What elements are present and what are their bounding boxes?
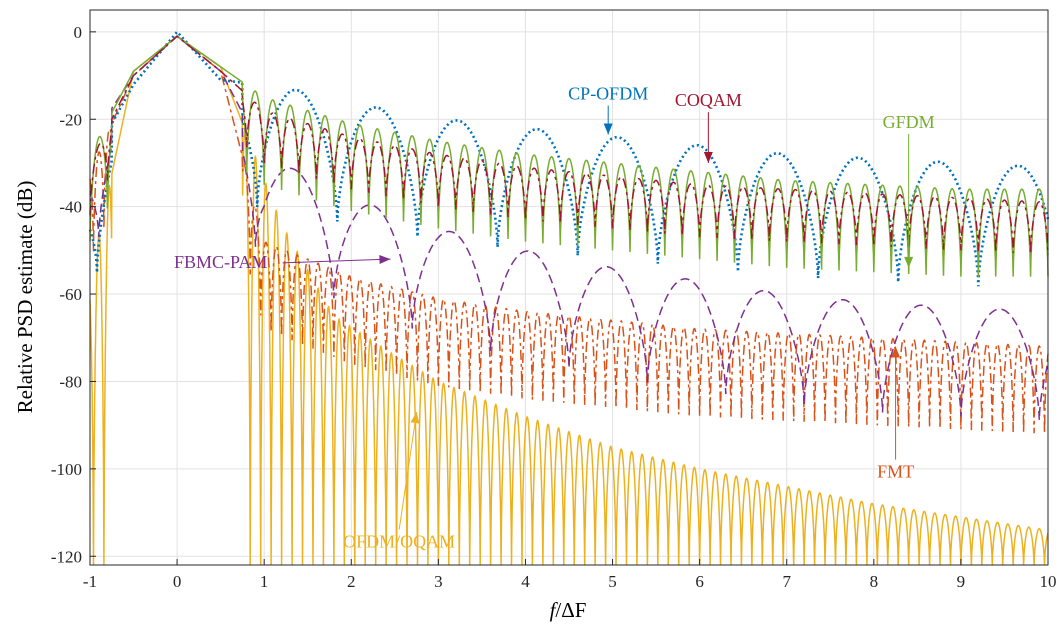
series-line-fmt [89,35,1049,434]
x-tick-label: 6 [695,572,704,591]
x-tick-label: 10 [1040,572,1057,591]
annotation-arrow-fbmc-pam [282,258,391,264]
series-line-ofdm-oqam [89,35,1049,566]
x-axis-label-rest: /ΔF [555,598,586,622]
x-tick-label: 1 [260,572,269,591]
series-line-gfdm [89,35,1049,277]
annotation-arrowhead-fmt [891,346,901,358]
annotation-coqam: COQAM [675,90,742,110]
annotation-arrowhead-fbmc-pam [379,254,391,264]
y-tick-label: 0 [74,23,83,42]
annotations: CP-OFDM COQAM GFDM FBMC-PAM FMT OFDM/OQAM [174,84,935,552]
y-axis-label: Relative PSD estimate (dB) [13,181,37,414]
axis-ticks: -1 0 1 2 3 4 5 6 7 8 9 10 0 -20 -40 -60 -80 -100 -120 [51,23,1057,591]
y-tick-label: -40 [59,198,82,217]
annotation-gfdm: GFDM [883,112,935,132]
annotation-arrowhead-gfdm [904,256,914,268]
x-tick-label: 5 [608,572,617,591]
annotation-arrow-ofdm-oqam [398,411,418,530]
x-axis-label-f: f [550,598,559,622]
x-tick-label: 0 [173,572,182,591]
x-tick-label: 2 [347,572,356,591]
x-tick-label: 8 [870,572,879,591]
y-tick-label: -80 [59,372,82,391]
series-layer [88,30,1050,566]
plot-frame [89,9,1049,566]
x-tick-label: 3 [434,572,443,591]
x-tick-label: 9 [957,572,966,591]
y-tick-label: -60 [59,285,82,304]
y-tick-label: -20 [59,110,82,129]
series-line-fbmc-pam [89,35,1049,421]
series-line-cp-ofdm [88,30,1050,287]
x-tick-label: -1 [83,572,97,591]
x-tick-label: 7 [782,572,791,591]
annotation-ofdm-oqam: OFDM/OQAM [343,532,455,552]
annotation-fbmc-pam: FBMC-PAM [174,252,267,272]
annotation-arrowhead-coqam [703,151,713,163]
y-tick-label: -120 [51,547,82,566]
x-tick-label: 4 [521,572,530,591]
series-line-coqam [89,35,1049,255]
y-tick-label: -100 [51,460,82,479]
annotation-cp-ofdm: CP-OFDM [568,84,648,104]
annotation-arrowhead-cp-ofdm [603,123,613,135]
annotation-arrowhead-ofdm-oqam [410,412,420,424]
annotation-fmt: FMT [877,462,914,482]
x-axis-label: f/ΔF [550,598,587,622]
